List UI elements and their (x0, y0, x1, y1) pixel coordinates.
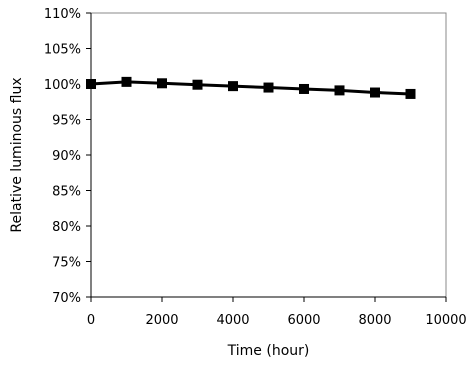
y-tick-label: 80% (52, 220, 81, 235)
y-axis: 70% 75% 80% 85% 90% 95% 100% 105% 110% (44, 7, 92, 306)
y-axis-title: Relative luminous flux (9, 77, 25, 232)
x-tick-label: 0 (87, 313, 95, 328)
data-point (299, 83, 309, 94)
x-tick-label: 10000 (425, 313, 466, 328)
data-point (157, 78, 167, 89)
series-line (90, 80, 411, 96)
y-tick-label: 100% (44, 78, 81, 93)
data-point (370, 87, 380, 98)
data-point (334, 85, 345, 96)
x-tick-label: 4000 (216, 313, 249, 328)
y-tick-label: 85% (52, 185, 81, 200)
data-point (121, 76, 132, 87)
y-tick-label: 95% (52, 114, 81, 129)
x-axis-title: Time (hour) (227, 343, 310, 359)
data-point (192, 79, 203, 90)
x-tick-label: 8000 (358, 313, 391, 328)
y-tick-label: 90% (52, 149, 81, 164)
x-tick-label: 2000 (145, 313, 178, 328)
y-tick-label: 75% (52, 256, 81, 271)
x-axis: 0 2000 4000 6000 8000 10000 (87, 296, 467, 328)
y-tick-label: 110% (44, 7, 81, 22)
data-point (86, 79, 96, 89)
data-point (263, 82, 274, 93)
y-tick-label: 105% (44, 43, 81, 58)
y-tick-label: 70% (52, 291, 81, 306)
series-markers (86, 76, 416, 99)
x-tick-label: 6000 (287, 313, 320, 328)
data-point (228, 81, 238, 92)
plot-area (90, 12, 447, 298)
data-point (405, 88, 416, 99)
